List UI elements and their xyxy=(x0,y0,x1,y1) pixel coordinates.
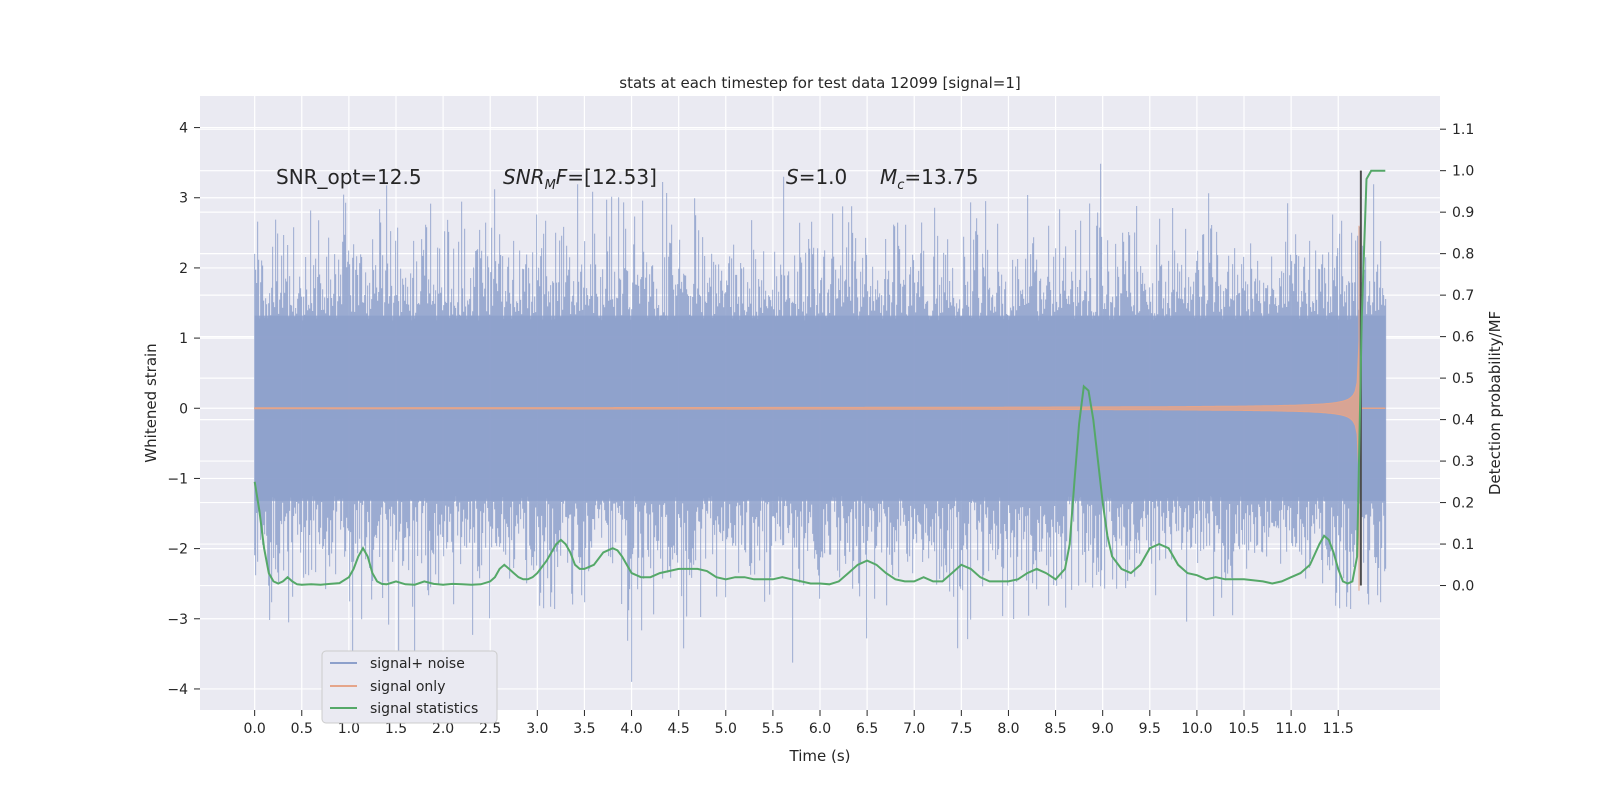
x-tick-label: 3.5 xyxy=(573,721,595,737)
y-tick-label: 2 xyxy=(179,261,188,277)
annotations: SNR_opt=12.5 SNRMF=[12.53] S=1.0 Mc=13.7… xyxy=(276,165,978,193)
x-tick-label: 6.5 xyxy=(856,721,878,737)
x-tick-label: 9.5 xyxy=(1139,721,1161,737)
y-right-tick-label: 0.9 xyxy=(1452,205,1474,221)
x-tick-label: 10.5 xyxy=(1228,721,1259,737)
x-tick-label: 0.0 xyxy=(244,721,266,737)
x-tick-label: 10.0 xyxy=(1181,721,1212,737)
x-axis-label: Time (s) xyxy=(789,747,851,765)
y-right-tick-label: 0.5 xyxy=(1452,371,1474,387)
y-tick-label: 4 xyxy=(179,121,188,137)
x-tick-label: 8.5 xyxy=(1044,721,1066,737)
x-tick-label: 2.5 xyxy=(479,721,501,737)
annotation-mc-rest: =13.75 xyxy=(904,165,978,189)
y-right-tick-label: 1.0 xyxy=(1452,164,1474,180)
y-tick-label: 3 xyxy=(179,191,188,207)
y-right-tick-label: 0.2 xyxy=(1452,496,1474,512)
x-tick-label: 4.5 xyxy=(668,721,690,737)
legend-label-signal-only: signal only xyxy=(370,679,445,695)
annotation-mc-sym: M xyxy=(880,165,897,189)
x-tick-label: 6.0 xyxy=(809,721,831,737)
series-signal-statistics xyxy=(253,169,1386,586)
x-axis: 0.0 0.5 1.0 1.5 2.0 2.5 3.0 3.5 4.0 4.5 5.0 5.5 6.0 6… xyxy=(244,710,1354,737)
x-tick-label: 1.5 xyxy=(385,721,407,737)
y-right-tick-label: 0.1 xyxy=(1452,537,1474,553)
annotation-mc: Mc=13.75 xyxy=(880,165,978,193)
x-tick-label: 1.0 xyxy=(338,721,360,737)
y-right-tick-label: 0.7 xyxy=(1452,288,1474,304)
legend-label-signal-plus-noise: signal+ noise xyxy=(370,656,465,672)
x-tick-label: 2.0 xyxy=(432,721,454,737)
annotation-snr-mf-rest: F=[12.53] xyxy=(556,165,657,189)
annotation-snr-mf-sub: M xyxy=(545,178,556,193)
y-tick-label: −1 xyxy=(167,471,188,487)
annotation-s-sym: S xyxy=(786,165,799,189)
y-tick-label: −3 xyxy=(167,612,188,628)
x-tick-label: 3.0 xyxy=(526,721,548,737)
x-tick-label: 11.5 xyxy=(1323,721,1354,737)
y-tick-label: 0 xyxy=(179,401,188,417)
signal-only-envelope xyxy=(254,225,1360,591)
y-right-tick-label: 0.4 xyxy=(1452,413,1474,429)
x-tick-label: 5.5 xyxy=(762,721,784,737)
chart-title: stats at each timestep for test data 120… xyxy=(619,74,1020,92)
y-tick-label: −2 xyxy=(167,542,188,558)
y-tick-label: −4 xyxy=(167,682,188,698)
x-tick-label: 5.0 xyxy=(715,721,737,737)
x-tick-label: 0.5 xyxy=(291,721,313,737)
y-tick-label: 1 xyxy=(179,331,188,347)
y-right-tick-label: 0.3 xyxy=(1452,454,1474,470)
legend: signal+ noise signal only signal statist… xyxy=(321,650,498,724)
y-right-tick-label: 0.6 xyxy=(1452,330,1474,346)
x-tick-label: 4.0 xyxy=(620,721,642,737)
annotation-mc-sub: c xyxy=(897,178,904,193)
y-right-tick-label: 0.0 xyxy=(1452,579,1474,595)
y-right-tick-label: 0.8 xyxy=(1452,247,1474,263)
x-tick-label: 11.0 xyxy=(1276,721,1307,737)
y-axis-label: Whitened strain xyxy=(142,343,160,462)
y-axis-right: 0.0 0.1 0.2 0.3 0.4 0.5 0.6 0.7 0.8 0.9 1.0 1.1 xyxy=(1440,122,1474,595)
y-right-tick-label: 1.1 xyxy=(1452,122,1474,138)
annotation-s-rest: =1.0 xyxy=(799,165,848,189)
legend-label-signal-statistics: signal statistics xyxy=(370,701,478,717)
x-tick-label: 8.0 xyxy=(997,721,1019,737)
y-axis-left: −4 −3 −2 −1 0 1 2 3 4 xyxy=(167,121,200,698)
annotation-snr-opt: SNR_opt=12.5 xyxy=(276,165,422,189)
y-axis-right-label: Detection probability/MF xyxy=(1486,311,1504,495)
x-tick-label: 7.0 xyxy=(903,721,925,737)
legend-box xyxy=(321,650,498,724)
series-signal-only xyxy=(254,225,1386,591)
annotation-snr-mf: SNRMF=[12.53] xyxy=(503,165,657,193)
annotation-snr-mf-base: SNR xyxy=(503,165,545,189)
series-layer xyxy=(253,163,1387,682)
annotation-s: S=1.0 xyxy=(786,165,847,189)
x-tick-label: 7.5 xyxy=(950,721,972,737)
x-tick-label: 9.0 xyxy=(1092,721,1114,737)
annotation-snr-mf-f: F xyxy=(556,165,568,189)
